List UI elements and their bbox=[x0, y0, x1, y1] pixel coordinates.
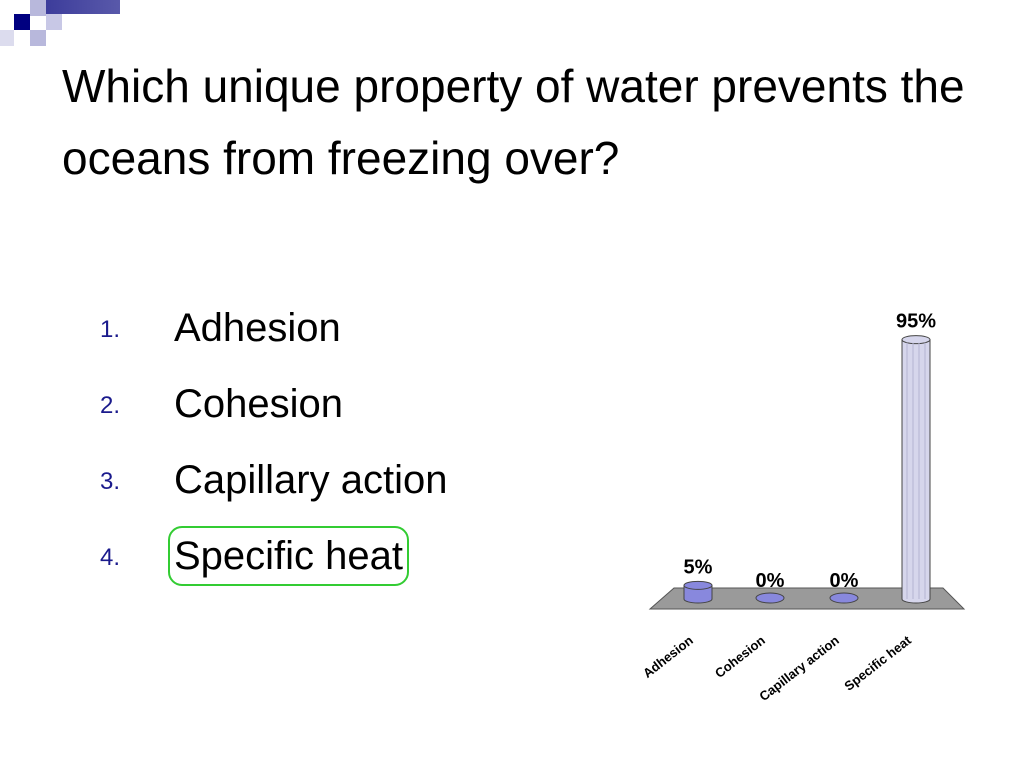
category-label: Specific heat bbox=[841, 632, 914, 694]
corner-decoration bbox=[0, 0, 120, 46]
bar-top bbox=[901, 335, 931, 345]
data-label: 0% bbox=[756, 570, 785, 592]
option-label: Capillary action bbox=[174, 458, 448, 502]
data-label: 0% bbox=[830, 570, 859, 592]
top-gradient-bar bbox=[40, 0, 120, 14]
deco-square bbox=[30, 30, 46, 46]
response-chart: 5% Adhesion 0% Cohesion 0% Capillary action 95… bbox=[640, 311, 966, 704]
slide-title: Which unique property of water prevents … bbox=[62, 60, 965, 184]
option-number: 3. bbox=[100, 468, 121, 495]
option-number: 1. bbox=[100, 316, 121, 343]
category-label: Capillary action bbox=[756, 633, 842, 704]
chart-floor bbox=[648, 587, 966, 610]
option-number: 2. bbox=[100, 392, 121, 419]
deco-square bbox=[46, 14, 62, 30]
deco-square bbox=[30, 0, 46, 16]
option-number: 4. bbox=[100, 544, 121, 571]
category-label: Adhesion bbox=[640, 633, 696, 681]
bar-adhesion bbox=[683, 584, 713, 604]
data-label: 95% bbox=[896, 311, 936, 333]
bar-cohesion bbox=[755, 592, 785, 604]
bar-top bbox=[683, 580, 713, 590]
bar-capillary-action bbox=[829, 592, 859, 604]
data-label: 5% bbox=[684, 556, 713, 578]
option-label: Cohesion bbox=[174, 382, 344, 426]
deco-square bbox=[14, 14, 30, 30]
bar-specific-heat bbox=[901, 339, 931, 604]
option-label: Adhesion bbox=[174, 306, 341, 350]
deco-square bbox=[0, 30, 14, 46]
category-label: Cohesion bbox=[712, 633, 768, 681]
option-label-correct: Specific heat bbox=[167, 526, 410, 586]
